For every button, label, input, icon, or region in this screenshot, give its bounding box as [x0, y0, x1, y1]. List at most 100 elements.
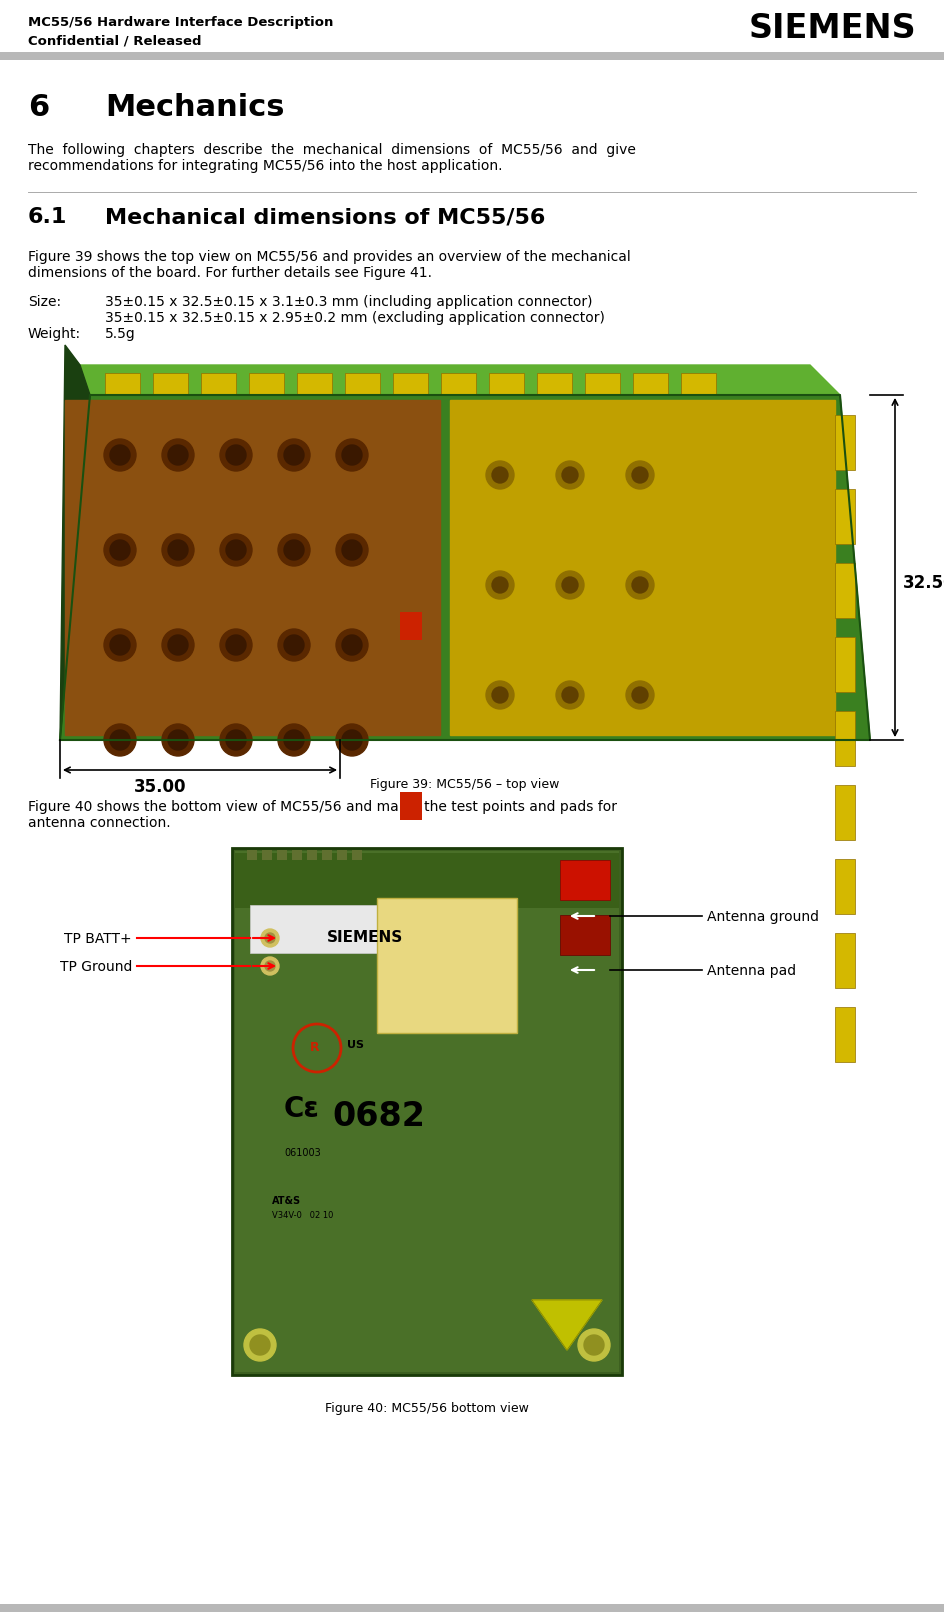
Text: Cε: Cε	[284, 1095, 320, 1123]
Text: R: R	[310, 1040, 320, 1053]
Circle shape	[220, 438, 252, 471]
Circle shape	[168, 540, 188, 560]
Circle shape	[578, 1328, 610, 1361]
Polygon shape	[532, 1299, 602, 1349]
Bar	[307, 849, 317, 861]
Circle shape	[220, 723, 252, 756]
Bar	[585, 374, 620, 395]
Bar	[441, 374, 476, 395]
Circle shape	[162, 534, 194, 566]
Circle shape	[626, 571, 654, 599]
Circle shape	[104, 534, 136, 566]
Circle shape	[342, 730, 362, 751]
Bar	[105, 374, 140, 395]
Bar	[835, 414, 855, 469]
Bar	[262, 849, 272, 861]
Circle shape	[336, 723, 368, 756]
Text: TP Ground: TP Ground	[59, 959, 132, 974]
Text: Figure 40: MC55/56 bottom view: Figure 40: MC55/56 bottom view	[325, 1403, 529, 1416]
Circle shape	[110, 634, 130, 655]
Circle shape	[278, 723, 310, 756]
Text: Weight:: Weight:	[28, 327, 81, 341]
Bar	[835, 859, 855, 914]
Bar	[249, 374, 284, 395]
Text: antenna connection.: antenna connection.	[28, 815, 171, 830]
Bar	[393, 374, 428, 395]
Circle shape	[226, 445, 246, 464]
Circle shape	[278, 629, 310, 662]
Circle shape	[244, 1328, 276, 1361]
Circle shape	[562, 688, 578, 702]
Circle shape	[261, 929, 279, 947]
Bar	[560, 861, 610, 900]
Bar	[337, 849, 347, 861]
Bar	[400, 791, 422, 820]
Text: Size:: Size:	[28, 294, 61, 309]
Circle shape	[626, 681, 654, 709]
Circle shape	[336, 534, 368, 566]
Circle shape	[556, 681, 584, 709]
Text: Confidential / Released: Confidential / Released	[28, 34, 201, 47]
Circle shape	[632, 468, 648, 484]
Circle shape	[626, 461, 654, 489]
Circle shape	[342, 445, 362, 464]
Bar	[292, 849, 302, 861]
Circle shape	[486, 571, 514, 599]
Text: recommendations for integrating MC55/56 into the host application.: recommendations for integrating MC55/56 …	[28, 159, 502, 173]
Circle shape	[162, 438, 194, 471]
Circle shape	[342, 540, 362, 560]
Text: SIEMENS: SIEMENS	[749, 11, 916, 45]
Bar	[835, 637, 855, 693]
Text: AT&S: AT&S	[272, 1196, 301, 1205]
Circle shape	[284, 445, 304, 464]
Bar	[250, 904, 480, 953]
Circle shape	[265, 934, 275, 943]
Circle shape	[632, 688, 648, 702]
Text: 5.5g: 5.5g	[105, 327, 136, 341]
Text: 061003: 061003	[284, 1149, 321, 1158]
Circle shape	[226, 540, 246, 560]
Bar	[277, 849, 287, 861]
Polygon shape	[60, 345, 90, 739]
Bar	[297, 374, 332, 395]
Circle shape	[226, 730, 246, 751]
Circle shape	[342, 634, 362, 655]
Bar	[345, 374, 380, 395]
Text: US: US	[347, 1040, 364, 1050]
Bar	[835, 489, 855, 544]
Text: The  following  chapters  describe  the  mechanical  dimensions  of  MC55/56  an: The following chapters describe the mech…	[28, 142, 636, 157]
Text: Figure 39: MC55/56 – top view: Figure 39: MC55/56 – top view	[370, 778, 560, 791]
Circle shape	[336, 629, 368, 662]
Circle shape	[562, 468, 578, 484]
Circle shape	[584, 1335, 604, 1354]
Text: Figure 40 shows the bottom view of MC55/56 and marks the test points and pads fo: Figure 40 shows the bottom view of MC55/…	[28, 799, 617, 814]
Circle shape	[168, 634, 188, 655]
Circle shape	[261, 956, 279, 976]
Circle shape	[284, 540, 304, 560]
Circle shape	[110, 445, 130, 464]
Bar	[232, 848, 622, 1375]
Circle shape	[278, 438, 310, 471]
Text: Antenna ground: Antenna ground	[707, 909, 819, 924]
Circle shape	[162, 629, 194, 662]
Bar	[633, 374, 668, 395]
Bar	[835, 710, 855, 765]
Text: 35±0.15 x 32.5±0.15 x 3.1±0.3 mm (including application connector): 35±0.15 x 32.5±0.15 x 3.1±0.3 mm (includ…	[105, 294, 593, 309]
Bar	[0, 52, 944, 60]
Circle shape	[278, 534, 310, 566]
Circle shape	[104, 438, 136, 471]
Bar	[153, 374, 188, 395]
Text: 32.50: 32.50	[903, 573, 944, 592]
Text: Mechanics: Mechanics	[105, 92, 284, 121]
Circle shape	[284, 634, 304, 655]
Text: 35±0.15 x 32.5±0.15 x 2.95±0.2 mm (excluding application connector): 35±0.15 x 32.5±0.15 x 2.95±0.2 mm (exclu…	[105, 311, 605, 325]
Circle shape	[492, 688, 508, 702]
Bar	[352, 849, 362, 861]
Text: 6.1: 6.1	[28, 207, 67, 227]
Polygon shape	[60, 395, 870, 739]
Text: Antenna pad: Antenna pad	[707, 964, 796, 977]
Circle shape	[562, 578, 578, 594]
Circle shape	[168, 730, 188, 751]
Circle shape	[110, 730, 130, 751]
Polygon shape	[80, 366, 840, 395]
